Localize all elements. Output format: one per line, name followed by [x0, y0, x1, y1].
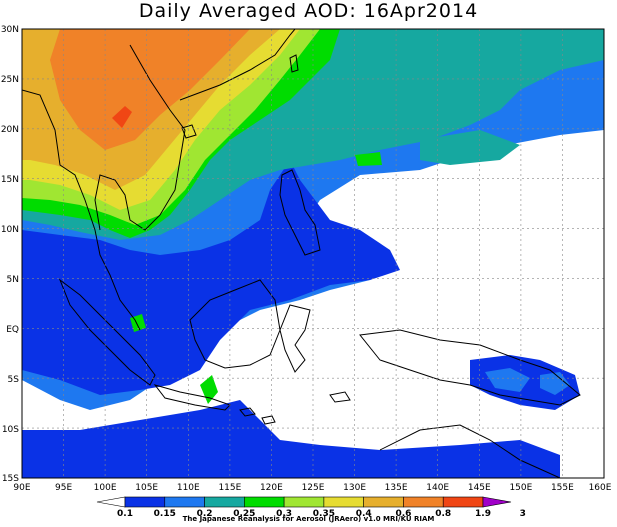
lon-axis: 90E 95E 100E 105E 110E 115E 120E 125E 13… [13, 483, 611, 493]
lat-label: EQ [6, 325, 19, 335]
credit-line: The Japanese Reanalysis for Aerosol (JRA… [182, 515, 435, 523]
lon-label: 125E [302, 483, 325, 493]
lat-label: 20N [1, 125, 19, 135]
lat-label: 10S [2, 425, 19, 435]
coast-hainan [181, 124, 197, 139]
lat-label: 30N [1, 25, 19, 35]
lat-label: 10N [1, 225, 19, 235]
lat-label: 5S [8, 375, 20, 385]
aod-area-green-south [200, 375, 218, 404]
aod-area-orange [50, 29, 250, 150]
coast-sulawesi [279, 304, 311, 373]
legend-label: 0.4 [356, 509, 372, 519]
legend-swatch [244, 496, 285, 508]
legend-swatch [164, 496, 205, 508]
legend-swatch [442, 496, 484, 508]
lat-label: 5N [7, 275, 19, 285]
coast-indochina [94, 44, 186, 231]
coast-newguinea [359, 329, 581, 406]
coast-taiwan [289, 54, 299, 73]
coast-islands [239, 391, 351, 425]
lon-label: 160E [589, 483, 612, 493]
legend-label: 0.15 [154, 509, 176, 519]
lon-label: 150E [509, 483, 532, 493]
legend-label: 1.9 [475, 509, 491, 519]
gridlines [22, 29, 604, 478]
color-legend: 0.1 0.15 0.2 0.25 0.3 0.35 0.4 0.6 0.8 1.9 3 [96, 496, 526, 519]
chart-title: Daily Averaged AOD: 16Apr2014 [138, 0, 479, 22]
legend-label: 0.35 [313, 509, 335, 519]
lon-label: 105E [135, 483, 158, 493]
lon-label: 100E [94, 483, 117, 493]
aod-area-teal-east [420, 130, 520, 165]
lat-label: 15N [1, 175, 19, 185]
legend-label: 0.25 [233, 509, 255, 519]
legend-cap-low [96, 496, 126, 508]
coast-australia [379, 424, 561, 478]
coastlines [22, 29, 581, 478]
coast-borneo [189, 279, 281, 369]
legend-label: 0.8 [435, 509, 451, 519]
plot-frame [21, 28, 605, 479]
lat-axis: 30N 25N 20N 15N 10N 5N EQ 5S 10S 15S [1, 25, 19, 484]
lat-label: 25N [1, 75, 19, 85]
lon-label: 130E [343, 483, 366, 493]
legend-swatch [283, 496, 325, 508]
coast-china [179, 29, 296, 101]
aod-area-blue [22, 160, 400, 395]
coast-philippines [279, 169, 321, 256]
lon-label: 140E [426, 483, 449, 493]
lat-label: 15S [2, 474, 19, 484]
legend-swatch [363, 496, 404, 508]
legend-swatch [124, 496, 166, 508]
lon-label: 90E [13, 483, 30, 493]
legend-label: 0.3 [276, 509, 292, 519]
lon-label: 145E [468, 483, 491, 493]
coast-asia [22, 89, 141, 331]
legend-label: 0.2 [197, 509, 213, 519]
aod-area-south [22, 400, 560, 478]
coast-java [153, 384, 231, 411]
aod-area-png-2 [485, 368, 530, 392]
legend-cap-high [482, 496, 512, 508]
lon-label: 95E [55, 483, 72, 493]
legend-swatch [403, 496, 444, 508]
legend-label: 0.6 [395, 509, 411, 519]
legend-swatch [204, 496, 245, 508]
legend-label: 3 [520, 509, 526, 519]
lon-label: 110E [177, 483, 200, 493]
coast-sumatra [58, 278, 156, 386]
lon-label: 120E [260, 483, 283, 493]
lon-label: 135E [385, 483, 408, 493]
legend-label: 0.1 [117, 509, 133, 519]
legend-swatch [323, 496, 364, 508]
lon-label: 115E [218, 483, 241, 493]
lon-label: 155E [551, 483, 574, 493]
aod-area-red [112, 106, 132, 128]
aod-area-green-ocean [355, 152, 382, 166]
